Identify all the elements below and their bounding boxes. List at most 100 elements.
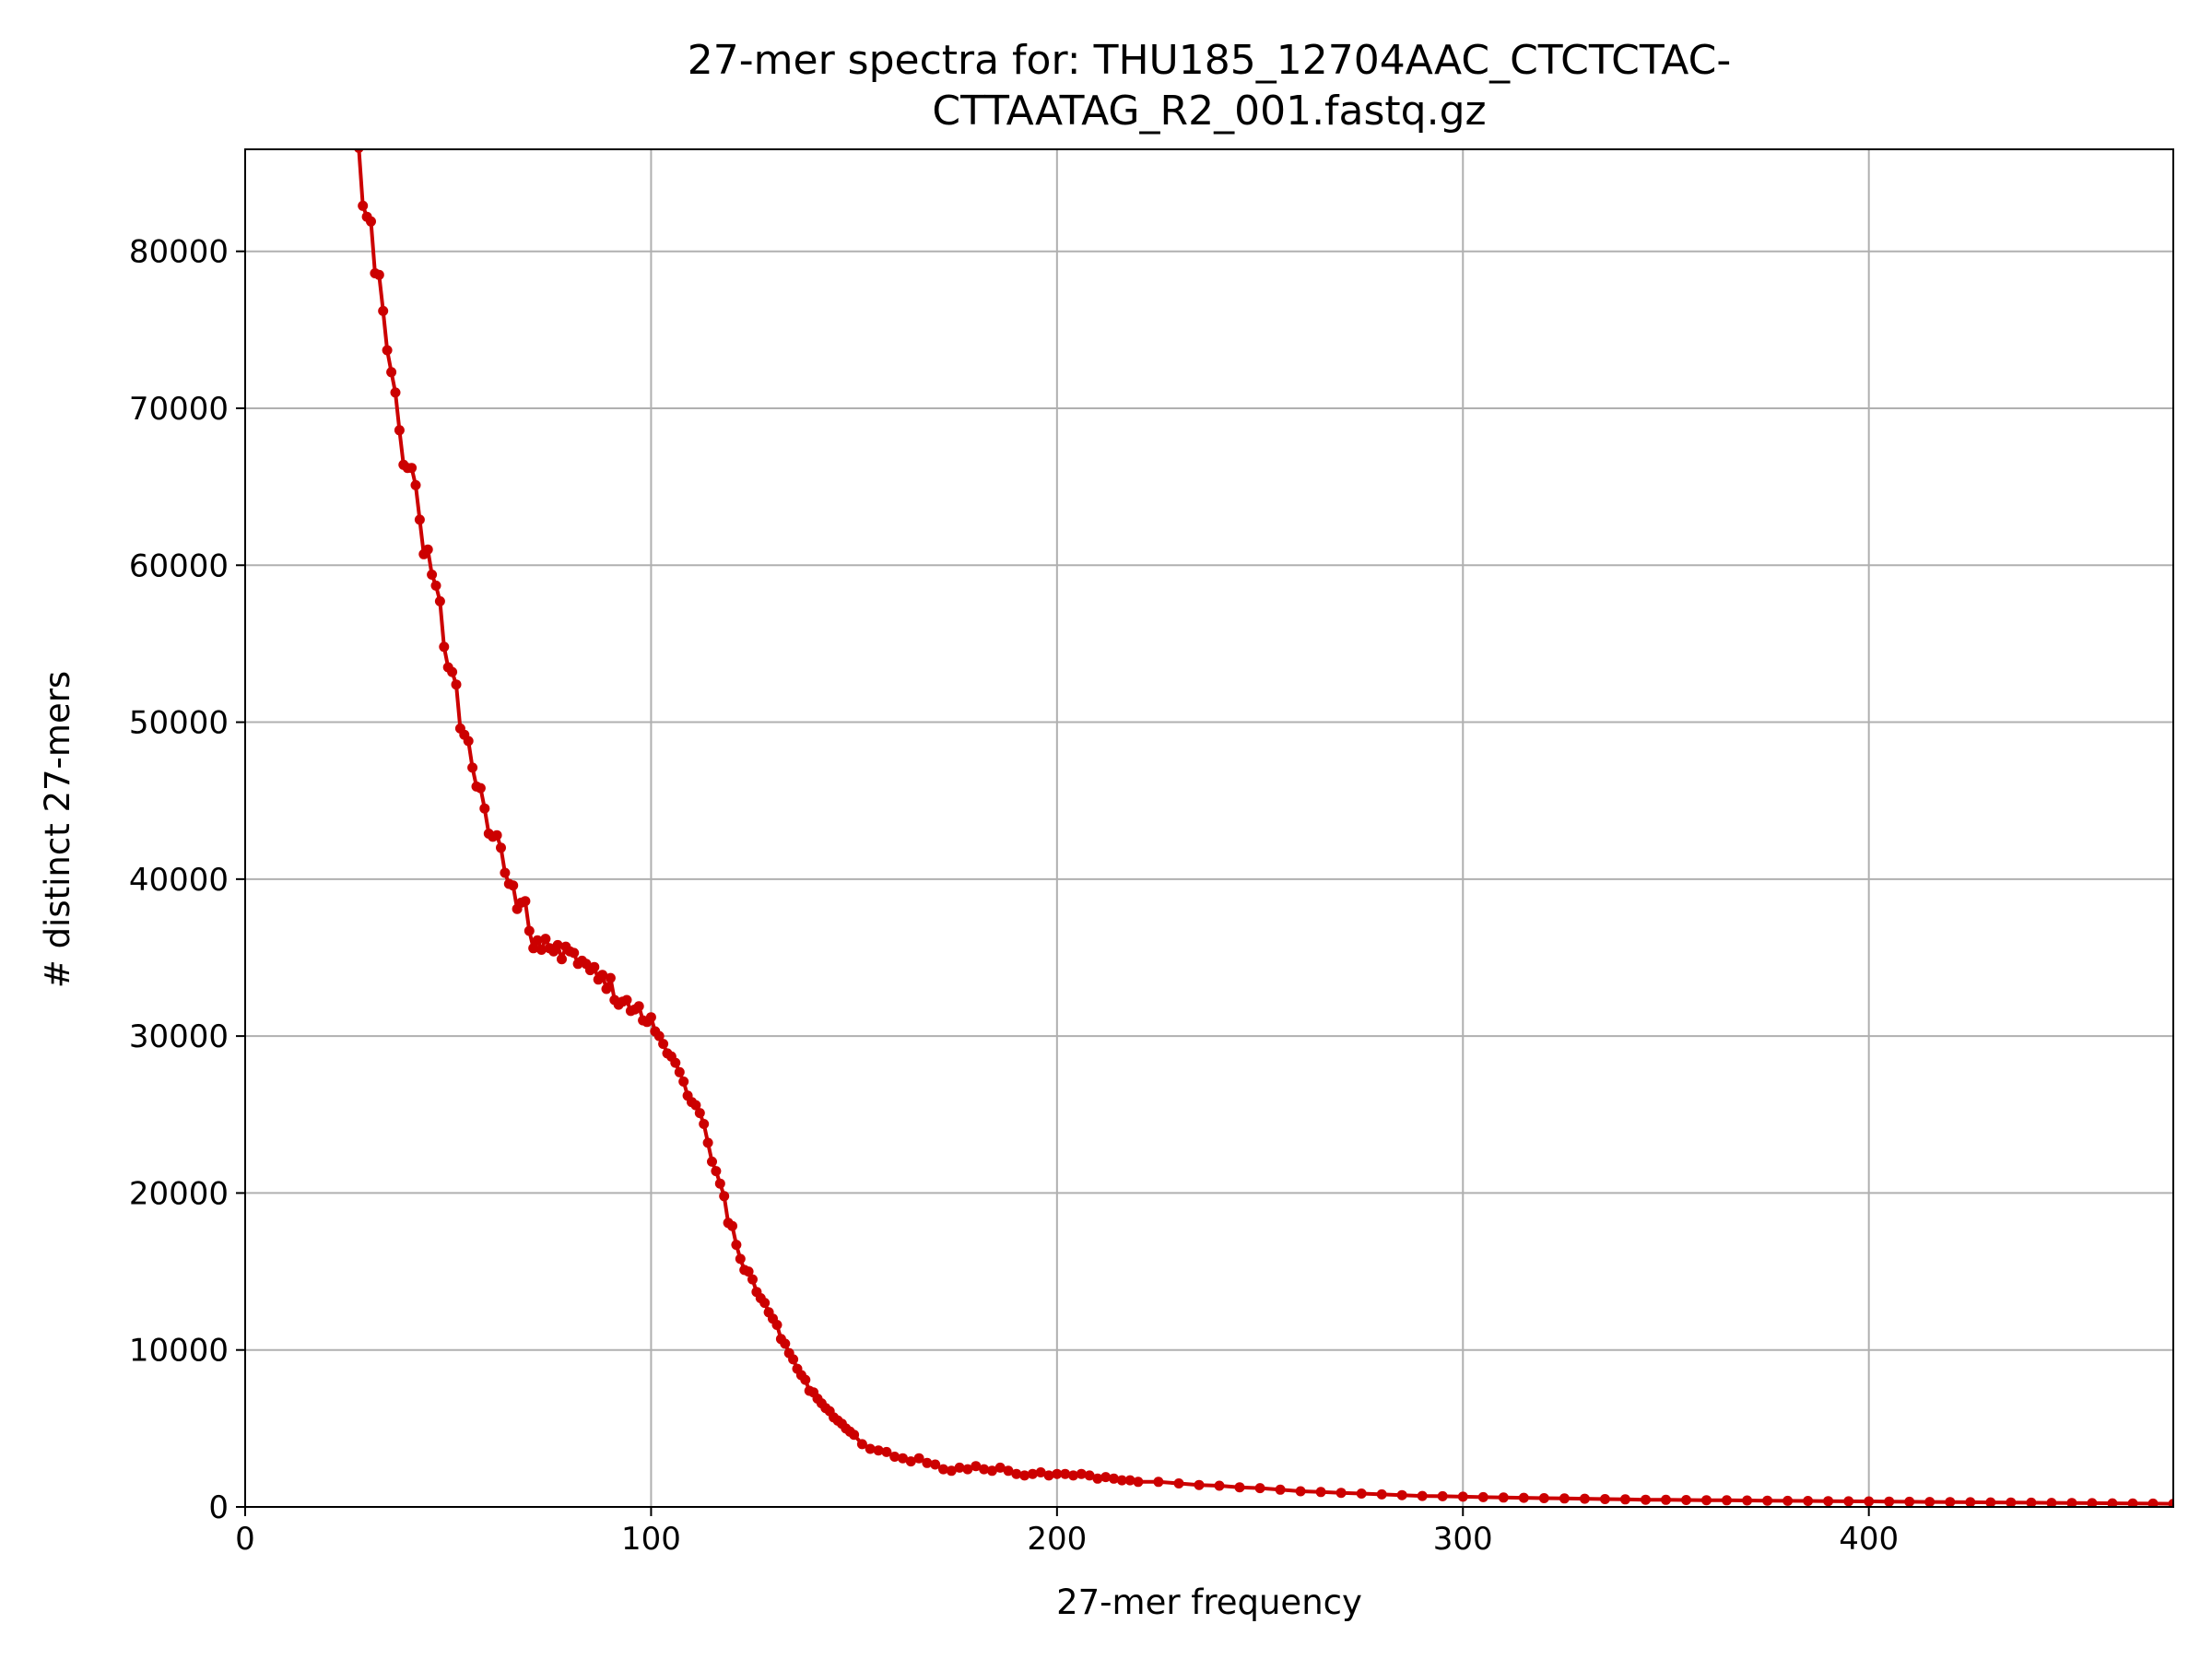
data-point <box>699 1119 710 1129</box>
data-point <box>898 1453 908 1464</box>
data-point <box>1295 1486 1306 1497</box>
data-point <box>1396 1489 1407 1500</box>
data-point <box>771 1320 782 1330</box>
data-point <box>1052 1468 1063 1479</box>
data-point <box>1579 1493 1590 1504</box>
data-point <box>930 1459 941 1470</box>
data-point <box>731 1240 742 1251</box>
data-point <box>727 1220 737 1231</box>
data-point <box>451 679 462 690</box>
y-tick-label: 50000 <box>129 705 229 742</box>
data-point <box>1109 1473 1119 1484</box>
data-point <box>1068 1470 1078 1481</box>
data-point <box>1681 1495 1691 1505</box>
data-point <box>366 216 376 227</box>
data-point <box>690 1100 701 1111</box>
data-point <box>382 345 393 356</box>
data-point <box>2026 1497 2037 1507</box>
data-point <box>532 935 543 946</box>
data-point <box>2006 1497 2017 1507</box>
data-point <box>496 842 506 853</box>
data-point <box>788 1354 799 1365</box>
data-point <box>633 1001 644 1012</box>
data-point <box>1003 1465 1014 1477</box>
data-point <box>605 972 616 983</box>
data-point <box>1965 1497 1976 1507</box>
data-point <box>520 896 531 907</box>
data-point <box>1124 1475 1135 1486</box>
data-point <box>856 1439 867 1450</box>
data-point <box>1194 1479 1205 1490</box>
data-point <box>889 1452 900 1462</box>
data-point <box>2107 1498 2118 1507</box>
data-point <box>475 782 486 794</box>
data-point <box>714 1178 725 1189</box>
data-point <box>569 947 580 959</box>
data-point <box>743 1266 754 1277</box>
data-point <box>1019 1470 1030 1481</box>
data-point <box>2168 1499 2173 1507</box>
data-point <box>707 1156 717 1167</box>
data-point <box>653 1030 665 1041</box>
data-point <box>430 580 441 591</box>
data-point <box>1559 1493 1570 1504</box>
data-point <box>938 1464 948 1475</box>
data-point <box>410 479 421 490</box>
data-point <box>557 954 567 965</box>
data-point <box>447 666 458 677</box>
data-point <box>1214 1480 1225 1491</box>
data-point <box>1762 1495 1773 1506</box>
data-point <box>1116 1475 1127 1486</box>
data-point <box>1076 1468 1087 1479</box>
data-point <box>508 880 519 891</box>
data-series <box>354 149 2173 1507</box>
data-point <box>800 1374 811 1385</box>
data-point <box>2066 1498 2077 1507</box>
data-point <box>1924 1497 1936 1507</box>
x-tick-label: 400 <box>1839 1521 1899 1558</box>
data-point <box>1904 1496 1915 1507</box>
data-point <box>719 1191 730 1202</box>
data-point <box>1518 1492 1529 1503</box>
data-point <box>1945 1497 1956 1507</box>
data-point <box>670 1057 681 1068</box>
data-point <box>1884 1496 1895 1507</box>
data-point <box>780 1338 791 1349</box>
data-point <box>589 961 600 972</box>
data-point <box>1538 1493 1549 1503</box>
data-point <box>986 1465 997 1477</box>
x-tick-label: 200 <box>1027 1521 1087 1558</box>
data-point <box>1254 1483 1265 1494</box>
data-point <box>1823 1496 1834 1507</box>
data-point <box>552 939 563 950</box>
data-point <box>479 803 490 814</box>
data-point <box>1356 1488 1367 1499</box>
data-point <box>1043 1470 1054 1481</box>
data-point <box>1417 1490 1428 1501</box>
data-point <box>1060 1468 1071 1479</box>
plot-frame <box>244 148 2174 1508</box>
data-point <box>528 943 539 954</box>
data-point <box>922 1457 933 1468</box>
data-point <box>979 1464 990 1475</box>
y-tick-label: 40000 <box>129 862 229 899</box>
data-point <box>1234 1482 1245 1493</box>
data-point <box>394 425 405 436</box>
data-point <box>1722 1495 1732 1506</box>
y-tick-label: 60000 <box>129 547 229 584</box>
chart-title-line-1: 27-mer spectra for: THU185_12704AAC_CTCT… <box>688 37 1731 84</box>
data-point <box>463 735 474 747</box>
y-tick-label: 70000 <box>129 391 229 428</box>
data-point <box>702 1137 713 1148</box>
data-point <box>1315 1487 1326 1498</box>
data-point <box>711 1166 722 1177</box>
x-tick-label: 100 <box>621 1521 681 1558</box>
data-point <box>601 983 612 994</box>
data-point <box>427 570 438 580</box>
data-point <box>597 970 608 981</box>
x-tick-label: 300 <box>1433 1521 1493 1558</box>
data-point <box>1641 1494 1651 1505</box>
data-point <box>994 1462 1006 1473</box>
y-axis-label: # distinct 27-mers <box>38 671 77 988</box>
grid <box>245 149 2173 1507</box>
